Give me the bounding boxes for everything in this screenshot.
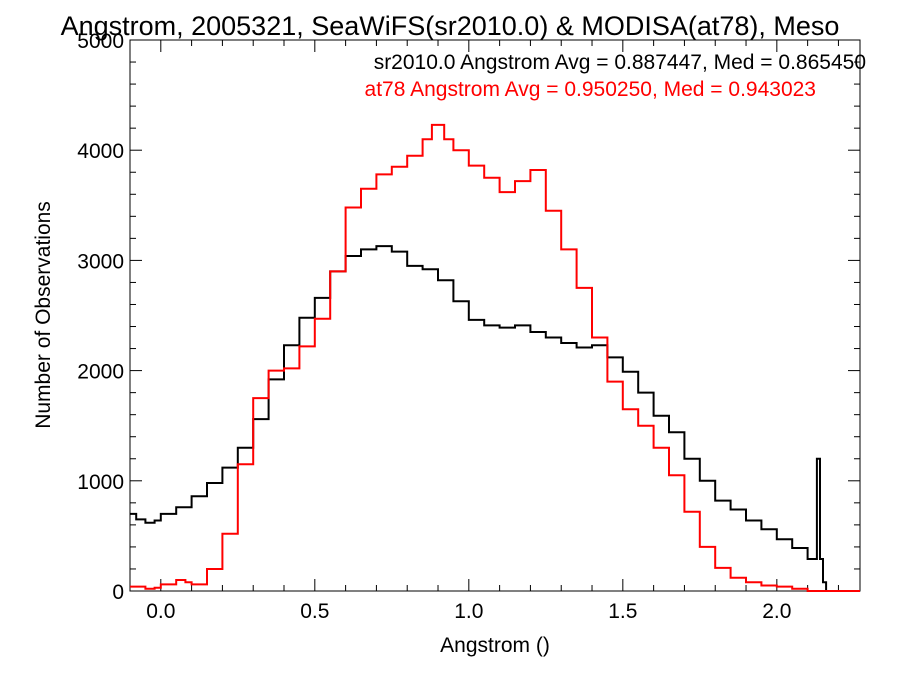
x-tick-label: 2.0: [762, 600, 791, 623]
chart-title: Angstrom, 2005321, SeaWiFS(sr2010.0) & M…: [61, 11, 840, 41]
plot-frame: [129, 39, 861, 592]
series-line-at78: [130, 123, 860, 592]
y-tick-label: 2000: [77, 361, 124, 384]
x-tick: 1.5: [608, 40, 637, 623]
y-tick-label: 4000: [77, 140, 124, 163]
y-tick: 0: [112, 581, 860, 604]
stats-annotation-sr2010: sr2010.0 Angstrom Avg = 0.887447, Med = …: [374, 51, 866, 74]
axis-ticks: 0.0 0.5 1.0 1.5 2.0 0 1000 2000 3000 4000 5000: [77, 30, 860, 623]
y-tick-label: 1000: [77, 471, 124, 494]
x-axis-label: Angstrom (): [440, 634, 550, 657]
x-tick-label: 1.5: [608, 600, 637, 623]
x-tick: 0.0: [146, 40, 175, 623]
x-tick: 1.0: [454, 40, 483, 623]
y-axis-label: Number of Observations: [32, 201, 55, 429]
y-tick-label: 5000: [77, 30, 124, 53]
y-tick-label: 3000: [77, 250, 124, 273]
x-tick-label: 1.0: [454, 600, 483, 623]
x-tick-label: 0.0: [146, 600, 175, 623]
y-tick: 3000: [77, 250, 860, 273]
y-tick: 4000: [77, 140, 860, 163]
x-tick: 0.5: [300, 40, 329, 623]
y-tick: 1000: [77, 471, 860, 494]
y-tick: 2000: [77, 361, 860, 384]
series-line-sr2010: [130, 245, 860, 592]
y-tick-label: 0: [112, 581, 124, 604]
stats-annotation-at78: at78 Angstrom Avg = 0.950250, Med = 0.94…: [365, 78, 816, 101]
data-series: [130, 123, 860, 592]
x-tick-label: 0.5: [300, 600, 329, 623]
y-tick: 5000: [77, 30, 860, 53]
